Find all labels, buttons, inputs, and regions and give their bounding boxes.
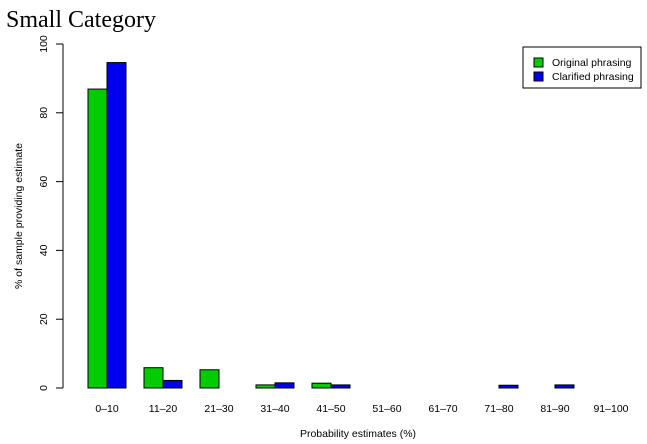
- legend-label-clarified: Clarified phrasing: [552, 71, 634, 83]
- y-tick-label: 20: [38, 313, 50, 325]
- y-tick-label: 40: [38, 244, 50, 256]
- y-axis-label: % of sample providing estimate: [13, 143, 25, 289]
- y-tick-label: 60: [38, 176, 50, 188]
- bar-clarified-0: [106, 62, 127, 389]
- x-tick-label: 81–90: [540, 403, 569, 415]
- x-tick-label: 0–10: [95, 403, 119, 415]
- legend-swatch-clarified: [533, 71, 544, 82]
- bar-clarified-8: [554, 384, 575, 389]
- bar-clarified-4: [330, 384, 351, 389]
- bar-original-3: [255, 384, 276, 389]
- legend: Original phrasing Clarified phrasing: [522, 46, 642, 89]
- bar-original-2: [199, 369, 220, 389]
- x-tick-label: 71–80: [484, 403, 513, 415]
- x-tick-label: 21–30: [204, 403, 233, 415]
- y-tick-label: 0: [38, 385, 50, 391]
- x-tick-label: 11–20: [149, 403, 178, 415]
- bar-clarified-7: [498, 384, 519, 389]
- bar-clarified-3: [274, 382, 295, 389]
- x-tick-label: 41–50: [316, 403, 345, 415]
- x-tick-label: 51–60: [372, 403, 401, 415]
- y-axis: 0 20 40 60 80 100: [38, 35, 64, 391]
- bar-original-0: [87, 88, 108, 389]
- bars-group: [87, 62, 575, 389]
- legend-swatch-original: [533, 57, 544, 68]
- x-axis-label: Probability estimates (%): [300, 428, 416, 440]
- bar-original-4: [311, 382, 332, 389]
- x-tick-label: 61–70: [428, 403, 457, 415]
- y-tick-label: 100: [38, 35, 50, 53]
- x-tick-labels: 0–10 11–20 21–30 31–40 41–50 51–60 61–70 71–80 8…: [95, 403, 628, 415]
- legend-label-original: Original phrasing: [552, 57, 632, 69]
- y-tick-label: 80: [38, 107, 50, 119]
- x-tick-label: 31–40: [260, 403, 289, 415]
- bar-clarified-1: [162, 379, 183, 389]
- chart-title: Small Category: [6, 7, 156, 33]
- bar-original-1: [143, 367, 164, 389]
- x-tick-label: 91–100: [593, 403, 628, 415]
